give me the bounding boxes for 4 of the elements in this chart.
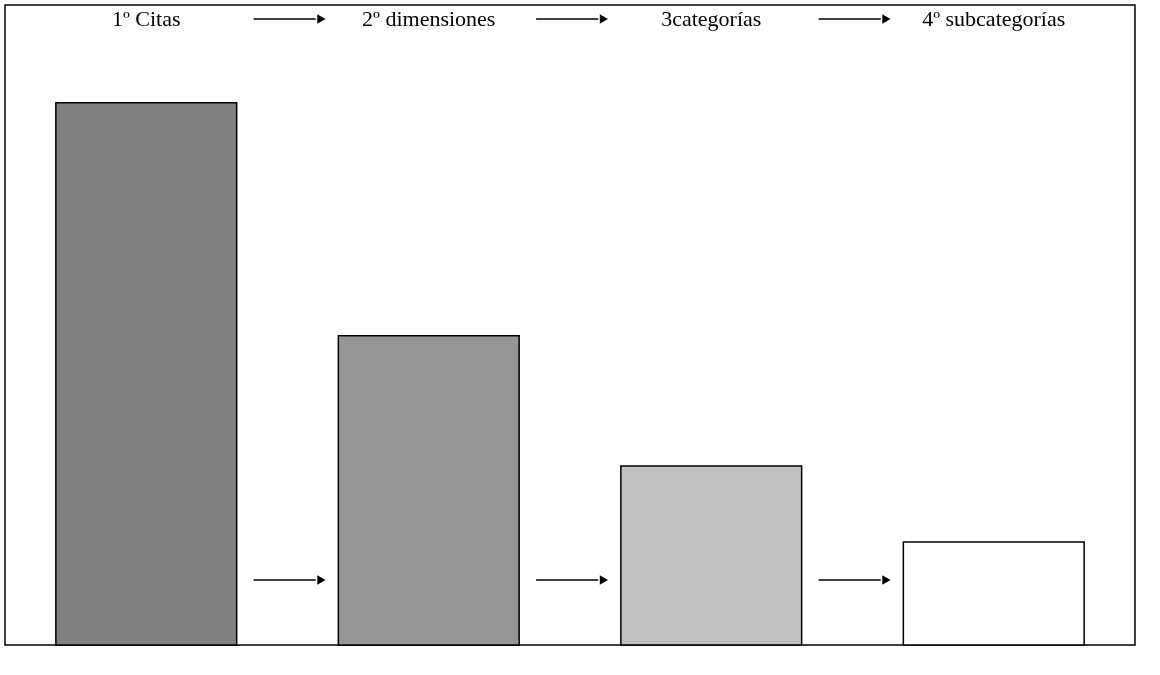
x-tick-label: 2º dimensiones bbox=[362, 6, 496, 31]
x-tick-label: 3categorías bbox=[661, 6, 762, 31]
x-tick-label: 1º Citas bbox=[111, 6, 181, 31]
x-tick-label: 4º subcategorías bbox=[922, 6, 1066, 31]
